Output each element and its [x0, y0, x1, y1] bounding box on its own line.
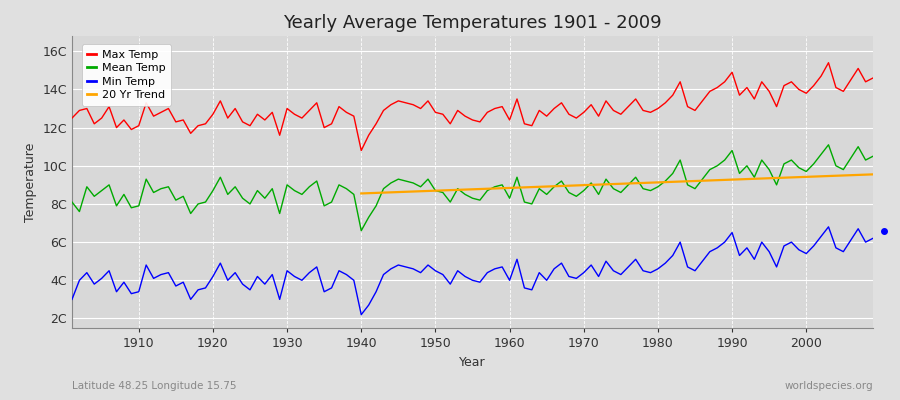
X-axis label: Year: Year — [459, 356, 486, 368]
Y-axis label: Temperature: Temperature — [24, 142, 37, 222]
Legend: Max Temp, Mean Temp, Min Temp, 20 Yr Trend: Max Temp, Mean Temp, Min Temp, 20 Yr Tre… — [82, 44, 171, 106]
Title: Yearly Average Temperatures 1901 - 2009: Yearly Average Temperatures 1901 - 2009 — [284, 14, 662, 32]
Text: Latitude 48.25 Longitude 15.75: Latitude 48.25 Longitude 15.75 — [72, 380, 237, 390]
Text: worldspecies.org: worldspecies.org — [785, 380, 873, 390]
